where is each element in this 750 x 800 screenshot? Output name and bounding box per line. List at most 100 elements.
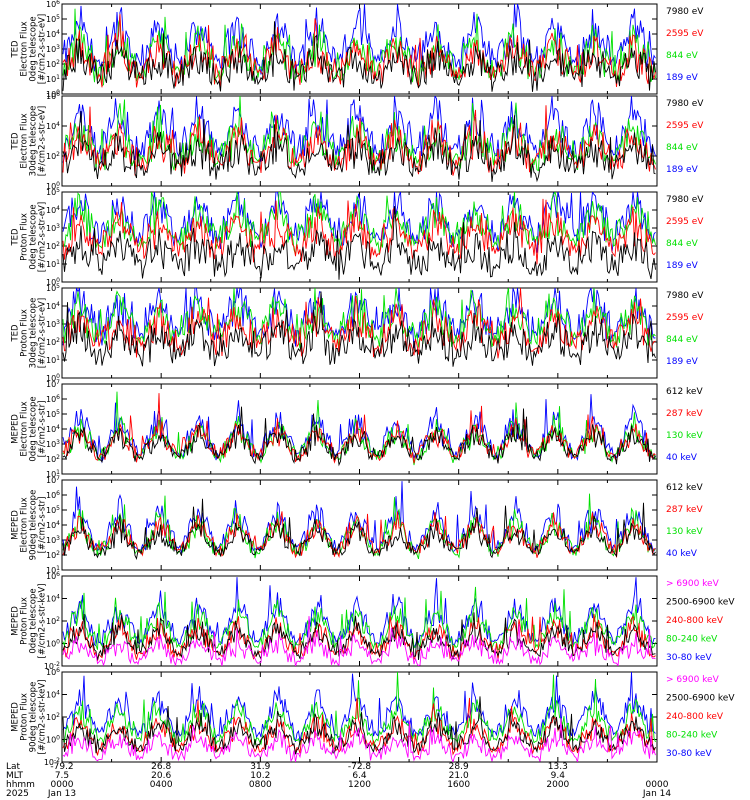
y-tick-label: 107 <box>46 475 60 485</box>
y-tick-label: 104 <box>46 690 60 700</box>
y-tick-label: 104 <box>46 520 60 530</box>
series-trace <box>62 206 656 280</box>
legend-label: 30-80 keV <box>666 653 712 663</box>
y-tick-label: 101 <box>46 74 60 84</box>
y-tick-label: 104 <box>46 205 60 215</box>
series-trace <box>62 498 656 561</box>
series-trace <box>62 391 656 466</box>
y-tick-label: 102 <box>46 454 60 464</box>
legend-label: 240-800 keV <box>666 712 724 722</box>
y-axis-label: MEPEDProton Flux0deg telescope[#/cm2-s-s… <box>11 584 48 659</box>
series-trace <box>62 511 656 559</box>
y-tick-label: 106 <box>46 667 60 677</box>
series-trace <box>62 198 656 265</box>
x-axis-value: Jan 13 <box>47 789 76 799</box>
x-axis-value: 13.3 <box>548 762 568 772</box>
legend-label: > 6900 keV <box>666 579 720 589</box>
x-axis-value: 1200 <box>348 780 371 790</box>
series-trace <box>62 96 656 165</box>
x-axis-value: -79.2 <box>50 762 73 772</box>
x-axis-value: 0000 <box>51 780 74 790</box>
series-trace <box>62 577 656 650</box>
x-axis-row-label: hhmm <box>6 780 35 790</box>
y-axis-label: MEPEDElectron Flux0deg telescope[#/cm2-s… <box>11 396 48 461</box>
y-tick-label: 105 <box>46 187 60 197</box>
x-axis-row-label: 2025 <box>6 789 29 799</box>
y-tick-label: 103 <box>46 223 60 233</box>
series-trace <box>62 291 656 367</box>
legend-label: > 6900 keV <box>666 675 720 685</box>
y-tick-label: 104 <box>46 301 60 311</box>
y-tick-label: 105 <box>46 14 60 24</box>
y-tick-label: 103 <box>46 439 60 449</box>
series-trace <box>62 111 656 183</box>
legend-label: 844 eV <box>666 143 699 153</box>
legend-label: 130 keV <box>666 431 703 441</box>
legend-label: 80-240 keV <box>666 635 718 645</box>
y-tick-label: 106 <box>46 394 60 404</box>
legend-label: 40 keV <box>666 549 698 559</box>
x-axis-value: 10.2 <box>250 771 270 781</box>
x-axis-value: 20.6 <box>151 771 171 781</box>
y-tick-label: 102 <box>46 550 60 560</box>
legend-label: 844 eV <box>666 239 699 249</box>
x-axis-value: -72.8 <box>348 762 372 772</box>
y-axis-label: TEDElectron Flux30deg telescope[#/cm2-s-… <box>11 106 48 177</box>
y-tick-label: 105 <box>46 409 60 419</box>
legend-label: 612 keV <box>666 483 703 493</box>
x-axis-row-label: MLT <box>6 771 24 781</box>
legend-label: 7980 eV <box>666 291 704 301</box>
legend-label: 844 eV <box>666 335 699 345</box>
legend-label: 40 keV <box>666 453 698 463</box>
x-axis-value: 21.0 <box>449 771 469 781</box>
y-tick-label: 101 <box>46 565 60 575</box>
legend-label: 2595 eV <box>666 313 704 323</box>
series-trace <box>62 586 656 652</box>
y-tick-label: 102 <box>46 241 60 251</box>
legend-label: 130 keV <box>666 527 703 537</box>
legend-label: 612 keV <box>666 387 703 397</box>
legend-label: 2500-6900 keV <box>666 694 735 704</box>
x-axis-value: 1600 <box>447 780 470 790</box>
legend-label: 189 eV <box>666 165 699 175</box>
y-axis-label: TEDProton Flux0deg telescope[#/cm2-s-str… <box>11 202 48 272</box>
x-axis-value: 0800 <box>249 780 272 790</box>
legend-label: 189 eV <box>666 261 699 271</box>
y-tick-label: 102 <box>46 616 60 626</box>
y-tick-label: 100 <box>46 639 60 649</box>
y-tick-label: 102 <box>46 59 60 69</box>
y-tick-label: 103 <box>46 44 60 54</box>
y-tick-label: 102 <box>46 337 60 347</box>
y-tick-label: 104 <box>46 424 60 434</box>
legend-label: 189 eV <box>666 357 699 367</box>
y-tick-label: 102 <box>46 151 60 161</box>
y-tick-label: 101 <box>46 259 60 269</box>
y-tick-label: 103 <box>46 319 60 329</box>
y-tick-label: 100 <box>46 181 60 191</box>
y-tick-label: 107 <box>46 379 60 389</box>
legend-label: 2500-6900 keV <box>666 598 735 608</box>
legend-label: 2595 eV <box>666 121 704 131</box>
legend-label: 287 keV <box>666 409 703 419</box>
y-tick-label: 100 <box>46 277 60 287</box>
y-tick-label: 106 <box>46 490 60 500</box>
y-axis-label: TEDProton Flux30deg telescope[#/cm2-s-st… <box>11 298 48 369</box>
x-axis-value: 0000 <box>646 780 669 790</box>
legend-label: 844 eV <box>666 51 699 61</box>
series-trace <box>62 672 656 747</box>
series-trace <box>62 612 656 661</box>
y-tick-label: 101 <box>46 355 60 365</box>
legend-label: 7980 eV <box>666 195 704 205</box>
series-trace <box>62 393 656 464</box>
series-trace <box>62 288 656 349</box>
x-axis-value: 0400 <box>150 780 173 790</box>
y-tick-label: 104 <box>46 29 60 39</box>
x-axis-value: 6.4 <box>352 771 367 781</box>
series-trace <box>62 21 656 92</box>
y-tick-label: 106 <box>46 571 60 581</box>
legend-label: 240-800 keV <box>666 616 724 626</box>
legend-label: 2595 eV <box>666 217 704 227</box>
series-trace <box>62 718 656 762</box>
series-trace <box>62 13 656 89</box>
